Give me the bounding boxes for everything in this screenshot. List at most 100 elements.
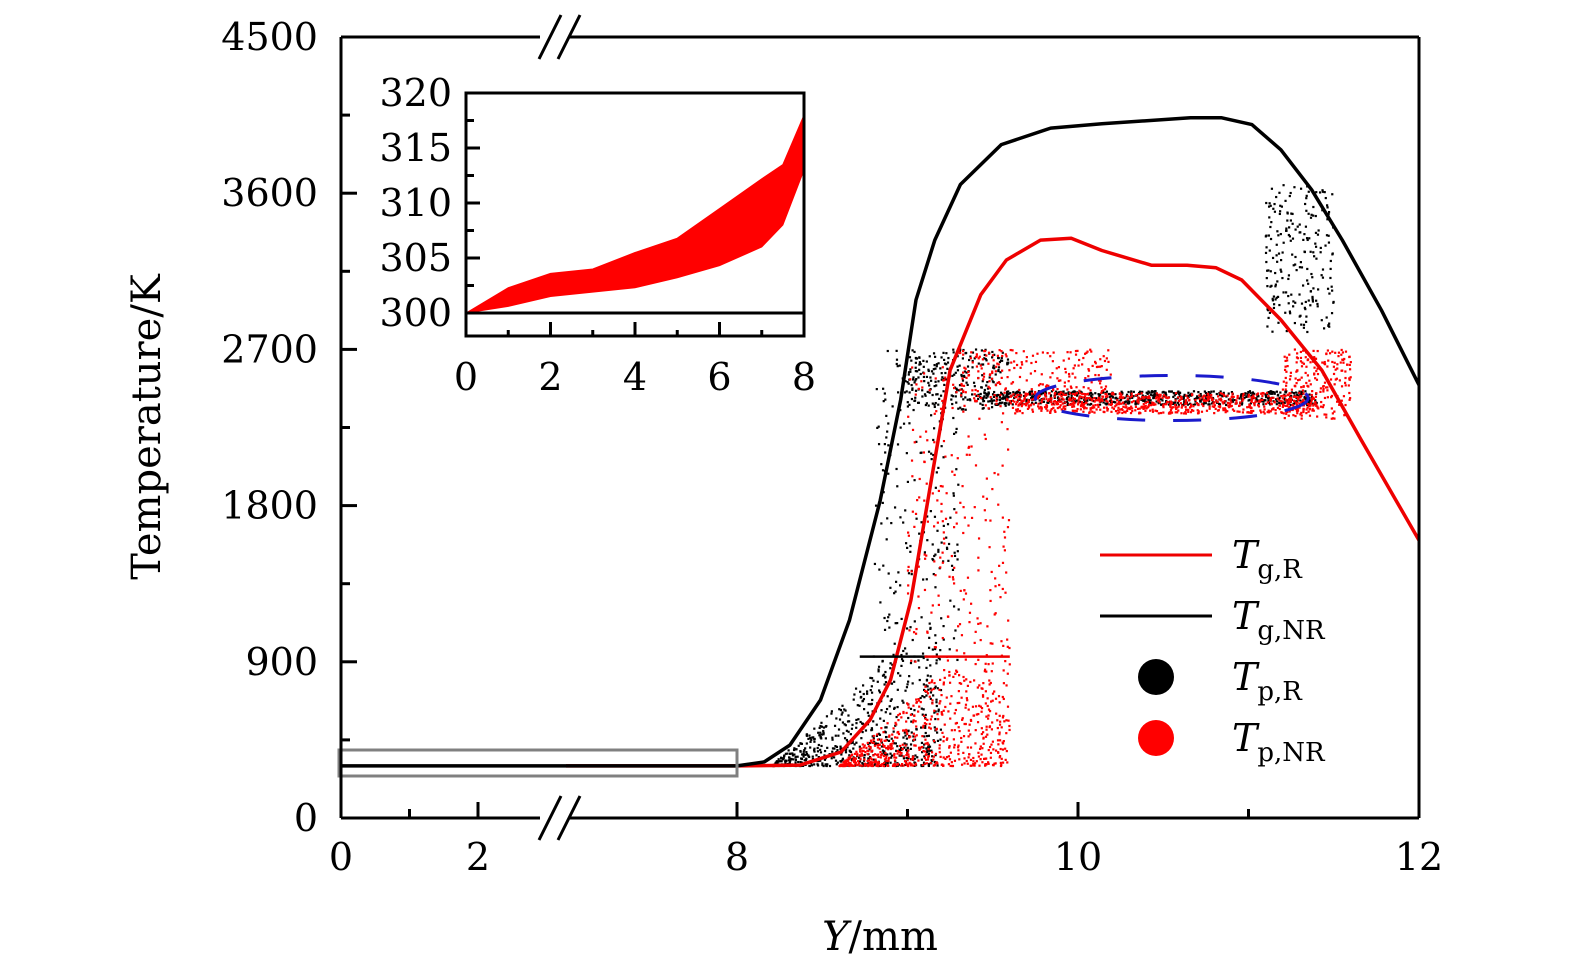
particle-point-r — [1266, 325, 1269, 328]
particle-point-nr — [965, 690, 968, 693]
particle-point-r — [980, 386, 983, 389]
particle-point-r — [1090, 391, 1093, 395]
particle-point-r — [1183, 401, 1186, 404]
particle-point-r — [905, 737, 908, 740]
particle-point-r — [983, 395, 986, 398]
particle-point-r — [906, 480, 909, 484]
particle-point-nr — [879, 751, 882, 754]
particle-point-nr — [942, 735, 945, 738]
particle-point-r — [921, 395, 924, 398]
particle-point-nr — [1008, 369, 1011, 372]
particle-point-nr — [1131, 409, 1134, 413]
particle-point-nr — [1029, 403, 1032, 406]
particle-point-r — [847, 714, 850, 717]
particle-point-r — [956, 369, 960, 372]
particle-point-nr — [951, 576, 955, 579]
particle-point-nr — [998, 755, 1002, 758]
particle-point-nr — [1238, 404, 1241, 407]
particle-point-nr — [922, 451, 926, 454]
particle-point-r — [929, 510, 932, 513]
particle-point-nr — [1078, 397, 1081, 400]
particle-point-nr — [912, 631, 916, 634]
particle-point-nr — [919, 435, 922, 438]
particle-point-nr — [1011, 399, 1015, 402]
particle-point-nr — [1230, 401, 1233, 404]
particle-point-nr — [887, 745, 890, 748]
particle-point-r — [1279, 268, 1282, 271]
particle-point-r — [805, 733, 809, 736]
particle-point-r — [884, 675, 887, 679]
particle-point-nr — [1302, 349, 1305, 352]
particle-point-r — [882, 673, 886, 676]
particle-point-nr — [1067, 357, 1071, 360]
particle-point-nr — [854, 762, 857, 765]
particle-point-r — [784, 760, 787, 763]
particle-point-nr — [1132, 400, 1135, 403]
particle-point-nr — [1089, 407, 1092, 410]
particle-point-nr — [1036, 352, 1039, 355]
particle-point-r — [954, 629, 957, 632]
particle-point-r — [1305, 209, 1308, 212]
particle-point-nr — [1289, 371, 1293, 374]
particle-point-nr — [885, 760, 888, 763]
particle-point-nr — [1157, 398, 1160, 402]
particle-point-nr — [871, 761, 874, 764]
particle-point-nr — [1105, 368, 1108, 371]
particle-point-nr — [985, 354, 988, 357]
particle-point-nr — [963, 722, 966, 726]
particle-point-nr — [1025, 356, 1028, 359]
particle-point-nr — [1091, 410, 1094, 413]
particle-point-nr — [1063, 385, 1066, 388]
particle-point-nr — [1064, 401, 1067, 404]
particle-point-nr — [961, 718, 964, 721]
particle-point-r — [971, 351, 975, 354]
particle-point-r — [859, 690, 862, 693]
particle-point-r — [945, 352, 948, 355]
particle-point-nr — [1004, 747, 1007, 750]
particle-point-nr — [997, 363, 1000, 366]
particle-point-r — [1244, 392, 1247, 395]
particle-point-nr — [952, 386, 956, 390]
particle-point-nr — [1213, 401, 1216, 404]
particle-point-nr — [1222, 407, 1225, 410]
particle-point-nr — [1074, 349, 1078, 353]
particle-point-nr — [1021, 363, 1024, 366]
particle-point-r — [908, 675, 911, 678]
particle-point-nr — [911, 756, 915, 759]
particle-point-nr — [1087, 375, 1090, 378]
particle-point-r — [928, 355, 931, 358]
particle-point-nr — [1158, 393, 1161, 396]
particle-point-r — [1293, 402, 1296, 405]
particle-point-r — [1046, 401, 1049, 404]
particle-point-nr — [1231, 395, 1234, 398]
particle-point-r — [876, 742, 880, 745]
particle-point-nr — [1302, 404, 1306, 407]
particle-point-r — [925, 750, 929, 754]
particle-point-nr — [1298, 391, 1301, 395]
particle-point-nr — [1292, 404, 1295, 407]
particle-point-r — [940, 617, 943, 620]
particle-point-nr — [1018, 409, 1021, 413]
particle-point-nr — [1027, 400, 1030, 404]
particle-point-nr — [1068, 403, 1071, 406]
particle-point-nr — [1305, 365, 1308, 368]
particle-point-nr — [933, 560, 936, 563]
particle-point-r — [927, 688, 930, 691]
particle-point-r — [901, 659, 905, 662]
particle-point-nr — [1285, 381, 1288, 384]
particle-point-nr — [942, 756, 945, 759]
particle-point-nr — [1050, 400, 1053, 404]
particle-point-nr — [1162, 403, 1165, 406]
particle-point-r — [878, 568, 881, 571]
particle-point-r — [886, 430, 889, 433]
legend-label-main: T — [1232, 594, 1260, 638]
particle-point-nr — [1300, 417, 1303, 420]
particle-point-nr — [931, 679, 934, 682]
particle-point-nr — [1340, 353, 1343, 356]
particle-point-nr — [1169, 405, 1172, 409]
particle-point-r — [942, 524, 945, 528]
particle-point-nr — [1228, 405, 1232, 408]
particle-point-nr — [914, 512, 918, 516]
particle-point-nr — [1081, 392, 1084, 395]
particle-point-nr — [886, 764, 889, 767]
